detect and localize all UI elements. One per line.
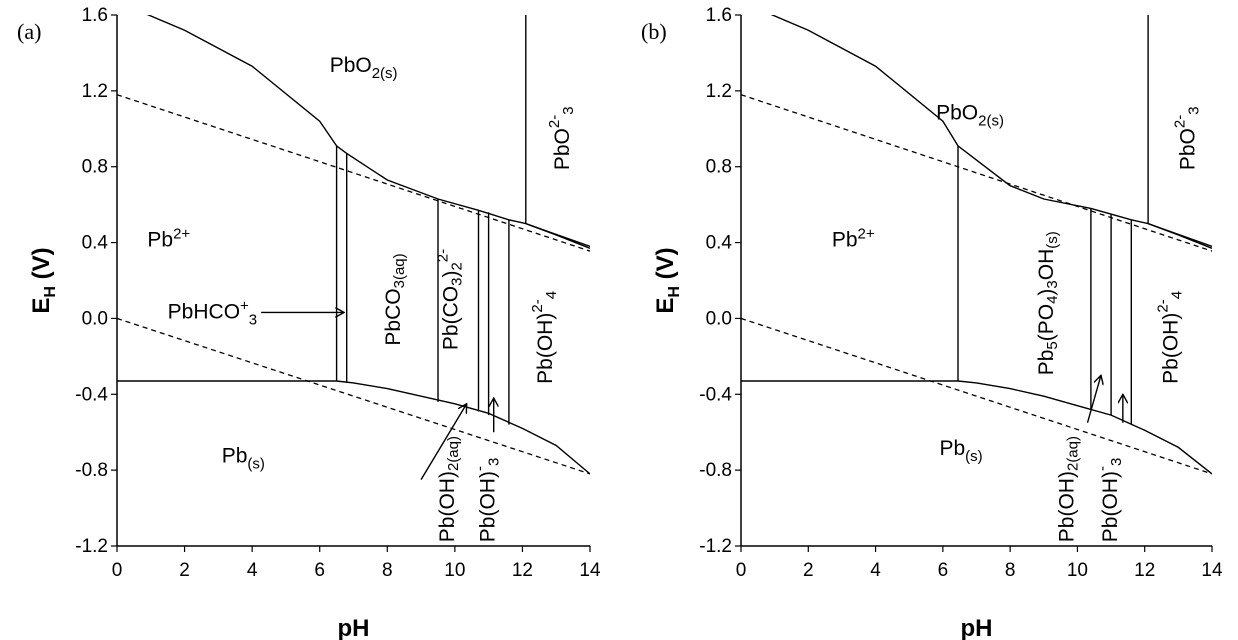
x-tick-label: 2 xyxy=(803,560,814,581)
region-label: Pb5(PO4)3OH(s) xyxy=(1035,231,1061,375)
y-tick-label: -0.4 xyxy=(75,384,108,405)
x-tick-label: 6 xyxy=(314,560,325,581)
region-label: Pb(OH)2-4 xyxy=(529,291,560,384)
y-tick-label: 0.0 xyxy=(82,308,108,329)
y-axis-title: EH (V) xyxy=(652,247,683,313)
y-tick-label: -1.2 xyxy=(699,536,732,557)
label-arrow xyxy=(1086,375,1101,423)
x-tick-label: 10 xyxy=(1067,560,1088,581)
panel-label: (a) xyxy=(17,19,41,44)
water-stability-line xyxy=(117,317,590,475)
x-tick-label: 4 xyxy=(247,560,258,581)
region-label: Pb(OH)2(aq) xyxy=(436,436,462,542)
region-label: PbHCO+3 xyxy=(168,297,257,328)
region-label: Pb(s) xyxy=(939,437,982,465)
x-tick-label: 0 xyxy=(736,560,747,581)
y-tick-label: 1.2 xyxy=(706,81,732,102)
x-axis-title: pH xyxy=(961,615,993,640)
x-axis-title: pH xyxy=(338,615,370,640)
region-label: PbO2-3 xyxy=(546,106,577,170)
panel-a: -1.2 -0.8 -0.4 0.0 0.4 0.8 1.2 1.6 0 2 4 6 8 10 12 14 pH… xyxy=(17,5,601,640)
region-label: Pb(OH)-3 xyxy=(1094,458,1125,543)
y-tick-label: 0.4 xyxy=(82,233,109,254)
y-tick-label: -0.8 xyxy=(75,460,108,481)
y-tick-label: 0.8 xyxy=(706,157,732,178)
y-tick-label: -0.8 xyxy=(699,460,732,481)
x-tick-label: 8 xyxy=(382,560,393,581)
region-label: Pb(OH)2(aq) xyxy=(1055,436,1081,542)
y-tick-label: 1.6 xyxy=(706,5,732,26)
y-axis-title: EH (V) xyxy=(28,247,59,313)
phase-boundary xyxy=(146,15,590,249)
phase-boundary xyxy=(741,380,1212,475)
phase-boundary xyxy=(1147,222,1212,248)
x-tick-label: 14 xyxy=(1201,560,1223,581)
water-stability-line xyxy=(741,317,1212,475)
y-tick-label: 0.8 xyxy=(82,157,108,178)
region-label: Pb(CO3)22- xyxy=(434,249,465,350)
water-stability-line xyxy=(117,94,590,252)
x-tick-label: 8 xyxy=(1005,560,1016,581)
y-tick-label: -1.2 xyxy=(75,536,108,557)
panel-b: -1.2 -0.8 -0.4 0.0 0.4 0.8 1.2 1.6 0 2 4 6 8 10 12 14 pH… xyxy=(641,5,1223,640)
region-label: PbCO3(aq) xyxy=(382,253,408,345)
region-label: PbO2(s) xyxy=(936,101,1004,129)
region-label: PbO2(s) xyxy=(330,54,398,82)
phase-boundary xyxy=(525,222,590,248)
region-label: Pb(s) xyxy=(222,445,265,473)
phase-boundary xyxy=(117,380,590,475)
phase-boundary xyxy=(770,15,1212,249)
x-tick-label: 12 xyxy=(512,560,533,581)
panel-label: (b) xyxy=(641,19,667,44)
y-tick-label: -0.4 xyxy=(699,384,732,405)
water-stability-line xyxy=(741,94,1212,252)
region-label: Pb(OH)2-4 xyxy=(1155,291,1186,384)
region-label: Pb(OH)-3 xyxy=(472,458,503,543)
x-tick-label: 4 xyxy=(870,560,881,581)
y-tick-label: 0.4 xyxy=(706,233,733,254)
y-tick-label: 1.6 xyxy=(82,5,108,26)
region-label: PbO2-3 xyxy=(1171,106,1202,170)
region-label: Pb2+ xyxy=(832,225,875,251)
region-label: Pb2+ xyxy=(147,225,190,251)
x-tick-label: 2 xyxy=(179,560,190,581)
x-tick-label: 10 xyxy=(444,560,465,581)
x-tick-label: 14 xyxy=(579,560,601,581)
y-tick-label: 1.2 xyxy=(82,81,108,102)
x-tick-label: 6 xyxy=(938,560,949,581)
x-tick-label: 12 xyxy=(1134,560,1155,581)
x-tick-label: 0 xyxy=(112,560,123,581)
y-tick-label: 0.0 xyxy=(706,308,732,329)
label-arrow xyxy=(420,404,467,480)
